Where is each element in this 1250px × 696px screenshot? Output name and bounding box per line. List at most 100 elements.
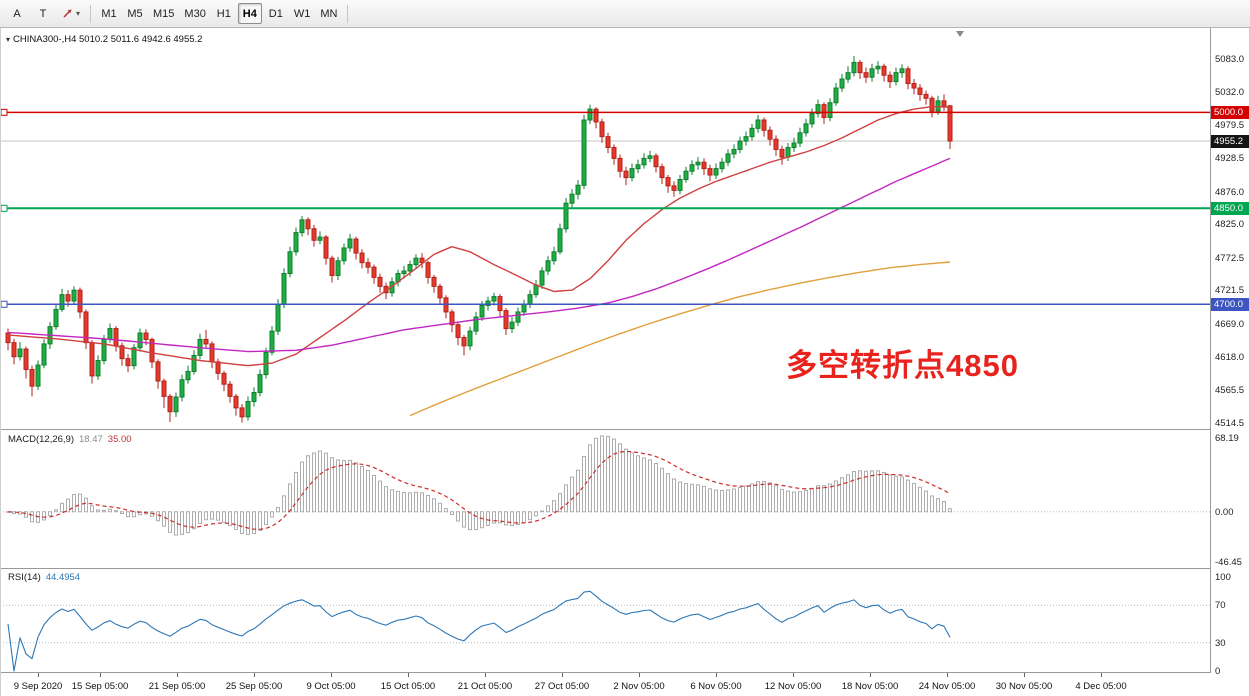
main-chart-panel[interactable]: [0, 33, 1210, 429]
rsi-name: RSI(14): [8, 572, 41, 583]
timeframe-m5[interactable]: M5: [123, 3, 147, 24]
chart-annotation-text[interactable]: 多空转折点4850: [786, 348, 1019, 383]
price-axis-label: 4514.5: [1215, 417, 1245, 429]
price-axis-label: 4618.0: [1215, 351, 1245, 363]
time-tick: [331, 673, 332, 677]
time-tick: [100, 673, 101, 677]
time-axis-label: 18 Nov 05:00: [841, 681, 899, 692]
macd-label: MACD(12,26,9) 18.47 35.00: [8, 434, 132, 445]
rsi-axis-label: 0: [1215, 666, 1221, 677]
ma-fast-red: [7, 105, 951, 367]
ma-slow-orange: [409, 261, 951, 417]
time-axis-label: 12 Nov 05:00: [764, 681, 822, 692]
price-axis-label: 5032.0: [1215, 86, 1245, 98]
rsi-label: RSI(14) 44.4954: [8, 572, 80, 583]
time-axis-label: 24 Nov 05:00: [918, 681, 976, 692]
macd-name: MACD(12,26,9): [8, 434, 74, 445]
price-axis-label: 4721.5: [1215, 285, 1245, 297]
timeframe-d1[interactable]: D1: [264, 3, 288, 24]
rsi-axis-label: 70: [1215, 600, 1226, 612]
hline-handle[interactable]: [0, 108, 8, 116]
time-axis-label: 27 Oct 05:00: [534, 681, 590, 692]
rsi-value: 44.4954: [45, 572, 81, 583]
price-axis-label: 4565.5: [1215, 385, 1245, 397]
price-axis-label: 4979.5: [1215, 120, 1245, 132]
time-tick: [793, 673, 794, 677]
rsi-axis-label: 30: [1215, 637, 1226, 649]
time-tick: [639, 673, 640, 677]
drawing-tools-dropdown-button[interactable]: ▾: [57, 3, 84, 24]
toolbar-button-text-tool[interactable]: T: [31, 3, 55, 24]
time-axis-label: 4 Dec 05:00: [1075, 681, 1127, 692]
time-axis-label: 6 Nov 05:00: [690, 681, 742, 692]
time-tick: [947, 673, 948, 677]
price-axis[interactable]: 5083.0 5032.0 4979.5 4928.5 4876.0 4825.0 4772…: [1211, 28, 1250, 692]
toolbar-button-arrow-tool[interactable]: A: [5, 3, 29, 24]
macd-main-value: 18.47: [79, 434, 103, 445]
price-axis-divider: [1210, 28, 1211, 673]
time-tick: [870, 673, 871, 677]
timeframe-m15[interactable]: M15: [149, 3, 178, 24]
macd-histogram: [6, 435, 952, 536]
time-axis-label: 15 Oct 05:00: [380, 681, 436, 692]
price-badge-5000.0: 5000.0: [1211, 106, 1249, 120]
price-axis-label: 4928.5: [1215, 153, 1245, 165]
macd-axis-label: 0.00: [1215, 506, 1234, 518]
time-axis[interactable]: 9 Sep 2020 15 Sep 05:00 21 Sep 05:00 25 Sep…: [0, 673, 1210, 696]
price-axis-label: 5083.0: [1215, 54, 1245, 66]
timeframe-m1[interactable]: M1: [97, 3, 121, 24]
ma-mid-magenta: [7, 157, 951, 353]
time-axis-divider: [0, 672, 1250, 673]
time-axis-label: 2 Nov 05:00: [613, 681, 665, 692]
panel-divider[interactable]: [0, 429, 1250, 430]
time-tick: [716, 673, 717, 677]
scroll-position-marker[interactable]: [956, 31, 964, 37]
symbol-dropdown-icon[interactable]: ▾: [6, 35, 11, 44]
macd-axis-label: -46.45: [1215, 557, 1242, 568]
time-axis-label: 21 Sep 05:00: [148, 681, 206, 692]
price-badge-4850.0: 4850.0: [1211, 202, 1249, 216]
time-axis-label: 25 Sep 05:00: [225, 681, 283, 692]
macd-signal-line: [7, 450, 951, 531]
timeframe-mn[interactable]: MN: [316, 3, 341, 24]
time-tick: [562, 673, 563, 677]
timeframe-w1[interactable]: W1: [290, 3, 315, 24]
price-axis-label: 4772.5: [1215, 252, 1245, 264]
arrow-tool-icon: [63, 9, 72, 18]
macd-signal-value: 35.00: [107, 434, 132, 445]
current-price-badge: 4955.2: [1211, 134, 1249, 148]
symbol-ohlc-text: CHINA300-,H4 5010.2 5011.6 4942.6 4955.2: [13, 34, 203, 45]
price-axis-label: 4876.0: [1215, 186, 1245, 198]
time-tick: [254, 673, 255, 677]
hline-handle[interactable]: [0, 204, 8, 212]
time-tick: [485, 673, 486, 677]
timeframe-h1[interactable]: H1: [212, 3, 236, 24]
rsi-axis-label: 100: [1215, 572, 1231, 583]
price-axis-label: 4825.0: [1215, 219, 1245, 231]
panel-divider[interactable]: [0, 568, 1250, 569]
chart-symbol-header: ▾ CHINA300-,H4 5010.2 5011.6 4942.6 4955.…: [6, 34, 202, 45]
time-tick: [38, 673, 39, 677]
macd-axis-label: 68.19: [1215, 433, 1239, 444]
rsi-line: [7, 590, 951, 672]
timeframe-h4[interactable]: H4: [237, 3, 262, 24]
rsi-panel[interactable]: [0, 569, 1210, 672]
timeframe-m30[interactable]: M30: [180, 3, 209, 24]
time-tick: [1101, 673, 1102, 677]
toolbar-separator: [90, 4, 92, 23]
time-tick: [408, 673, 409, 677]
time-axis-label: 15 Sep 05:00: [71, 681, 129, 692]
price-axis-label: 4669.0: [1215, 319, 1245, 331]
window-left-edge: [0, 0, 1, 696]
time-axis-label: 9 Sep 2020: [13, 681, 63, 692]
time-tick: [1024, 673, 1025, 677]
time-tick: [177, 673, 178, 677]
macd-panel[interactable]: [0, 431, 1210, 568]
time-axis-label: 9 Oct 05:00: [306, 681, 356, 692]
hline-handle[interactable]: [0, 300, 8, 308]
timeframe-group: M1 M5 M15 M30 H1 H4 D1 W1 MN: [96, 3, 342, 24]
time-axis-label: 21 Oct 05:00: [457, 681, 513, 692]
dropdown-caret-icon: ▾: [76, 9, 81, 18]
